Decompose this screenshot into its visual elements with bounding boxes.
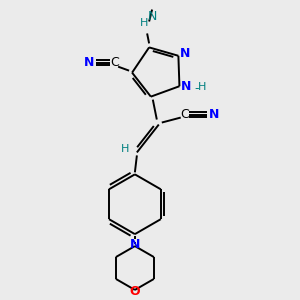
- Text: C: C: [110, 56, 118, 69]
- Text: N: N: [130, 238, 140, 250]
- Text: H: H: [140, 19, 148, 28]
- Text: N: N: [147, 10, 157, 23]
- Text: C: C: [180, 108, 189, 121]
- Text: N: N: [84, 56, 94, 69]
- Text: N: N: [208, 108, 219, 121]
- Text: O: O: [130, 285, 140, 298]
- Text: H: H: [198, 82, 206, 92]
- Text: N: N: [180, 47, 190, 60]
- Text: -: -: [194, 82, 199, 95]
- Text: N: N: [181, 80, 192, 93]
- Text: H: H: [121, 144, 129, 154]
